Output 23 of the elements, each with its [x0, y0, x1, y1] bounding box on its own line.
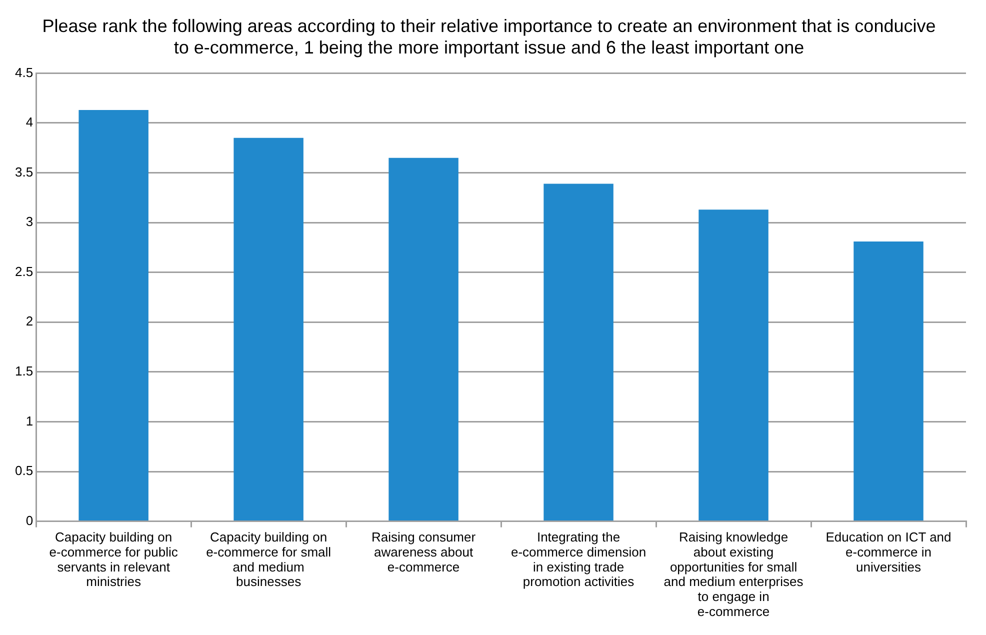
y-tick-label: 2 — [26, 314, 34, 329]
bar — [544, 184, 614, 521]
x-tick-label: Capacity building on e-commerce for public servants in relevant ministries — [49, 529, 178, 590]
bar — [698, 210, 768, 521]
y-tick-label: 0 — [26, 512, 34, 528]
x-tick-label: Integrating the e-commerce dimension in existing trade promotion activities — [510, 529, 646, 590]
y-tick-label: 4 — [26, 114, 34, 130]
bar — [234, 138, 304, 521]
y-tick-label: 2.5 — [14, 264, 34, 279]
y-tick-label: 3 — [26, 214, 34, 230]
y-tick-label: 4.5 — [14, 64, 34, 80]
bar — [388, 158, 458, 521]
x-tick-label: Raising knowledge about existing opportunities for small and medium enterprises to engage in e-commerce — [664, 529, 804, 620]
y-tick-label: 0.5 — [14, 463, 34, 478]
y-tick-label: 3.5 — [14, 164, 34, 180]
bar — [854, 241, 924, 521]
y-tick-label: 1 — [26, 413, 34, 428]
x-tick-label: Capacity building on e-commerce for small and medium businesses — [206, 529, 332, 590]
y-tick-label: 1.5 — [14, 364, 34, 379]
x-tick-label: Education on ICT and e-commerce in universities — [826, 529, 952, 574]
chart-title: Please rank the following areas according to their relative importance to create an environment that is conducive to e-commerce, 1 being the more important issue and 6 the least important one — [42, 16, 936, 58]
x-tick-label: Raising consumer awareness about e-commerce — [372, 529, 476, 574]
bar — [78, 110, 148, 521]
